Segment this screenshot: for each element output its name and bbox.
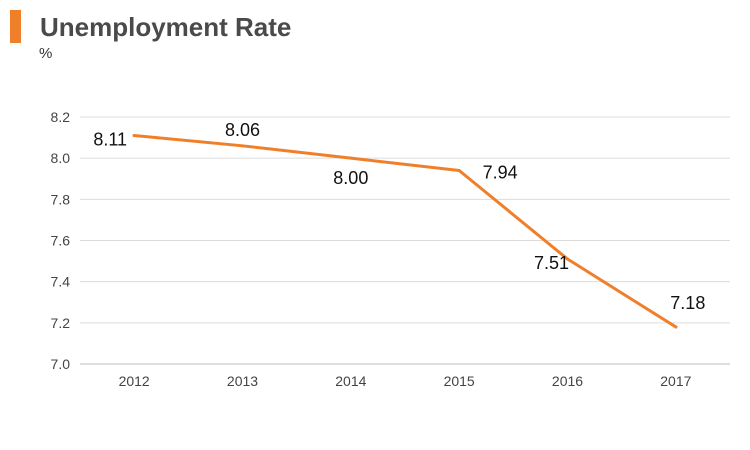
x-tick-label: 2013 [227,373,258,389]
data-point [241,144,244,148]
series-layer [132,134,678,329]
x-tick-label: 2015 [444,373,475,389]
y-tick-label: 8.2 [51,109,71,125]
y-axis: 7.0 7.2 7.4 7.6 7.8 8.0 8.2 [51,109,71,372]
unit-label: % [39,45,53,62]
y-tick-label: 7.6 [51,233,71,249]
y-tick-label: 7.8 [51,191,71,207]
data-point [349,156,353,160]
y-tick-label: 8.0 [51,150,71,166]
data-label: 8.06 [225,120,260,140]
x-tick-label: 2017 [660,373,691,389]
data-point [566,257,569,261]
y-tick-label: 7.4 [51,274,71,290]
series-line [132,134,678,329]
x-tick-label: 2016 [552,373,583,389]
data-label: 7.94 [483,163,518,183]
data-labels: 8.11 8.06 8.00 7.94 7.51 7.18 [93,120,705,313]
data-point [457,169,461,173]
data-label: 7.18 [670,293,705,313]
data-label: 8.11 [93,130,127,150]
title-accent-bar [10,10,21,43]
x-tick-label: 2012 [119,373,150,389]
grid-lines [80,116,730,365]
x-axis: 2012 2013 2014 2015 2016 2017 [119,373,692,389]
data-point [132,134,136,138]
data-point [674,325,678,329]
chart-title: Unemployment Rate [40,12,292,42]
data-label: 7.51 [534,253,569,273]
y-tick-label: 7.2 [51,315,71,331]
x-tick-label: 2014 [335,373,366,389]
y-tick-label: 7.0 [51,356,71,372]
data-label: 8.00 [333,168,368,188]
